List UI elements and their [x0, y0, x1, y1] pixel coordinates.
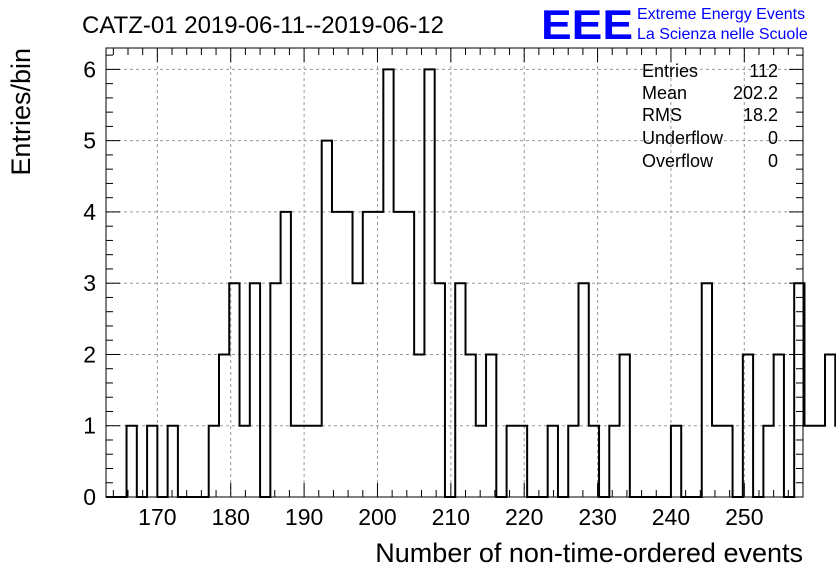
stats-value-rms: 18.2 — [743, 105, 778, 125]
x-tick-label: 250 — [725, 504, 763, 530]
y-tick-label: 3 — [83, 270, 96, 296]
eee-logo: EEE Extreme Energy Events La Scienza nel… — [541, 1, 808, 48]
stats-label-underflow: Underflow — [642, 128, 724, 148]
plot-frame — [105, 47, 804, 498]
y-axis-label: Entries/bin — [6, 48, 36, 176]
x-tick-label: 190 — [285, 504, 323, 530]
x-tick-label: 240 — [652, 504, 690, 530]
y-tick-label: 1 — [83, 413, 96, 439]
x-tick-label: 180 — [212, 504, 250, 530]
eee-logo-mark: EEE — [541, 1, 633, 48]
x-tick-label: 200 — [358, 504, 396, 530]
x-tick-label: 170 — [138, 504, 176, 530]
y-tick-label: 6 — [83, 56, 96, 82]
stats-value-entries: 112 — [749, 61, 778, 81]
y-tick-label: 2 — [83, 341, 96, 367]
x-tick-label: 230 — [578, 504, 616, 530]
axes — [105, 47, 804, 498]
stats-label-overflow: Overflow — [642, 151, 714, 171]
stats-box: Entries 112 Mean 202.2 RMS 18.2 Underflo… — [642, 61, 778, 171]
y-tick-label: 4 — [83, 199, 96, 225]
tick-labels: 0 1 2 3 4 5 6 170 180 190 200 210 220 230 240 250 — [83, 56, 763, 530]
chart-title: CATZ-01 2019-06-11--2019-06-12 — [82, 12, 444, 39]
y-tick-label: 5 — [83, 128, 96, 154]
x-tick-label: 220 — [505, 504, 543, 530]
stats-value-underflow: 0 — [768, 128, 778, 148]
y-tick-label: 0 — [83, 484, 96, 510]
x-axis-label: Number of non-time-ordered events — [375, 538, 803, 568]
stats-value-mean: 202.2 — [733, 83, 778, 103]
stats-label-mean: Mean — [642, 83, 687, 103]
eee-logo-line2: La Scienza nelle Scuole — [637, 26, 808, 43]
stats-label-entries: Entries — [642, 61, 698, 81]
stats-value-overflow: 0 — [768, 151, 778, 171]
stats-label-rms: RMS — [642, 105, 682, 125]
eee-logo-line1: Extreme Energy Events — [637, 6, 805, 23]
x-tick-label: 210 — [432, 504, 470, 530]
